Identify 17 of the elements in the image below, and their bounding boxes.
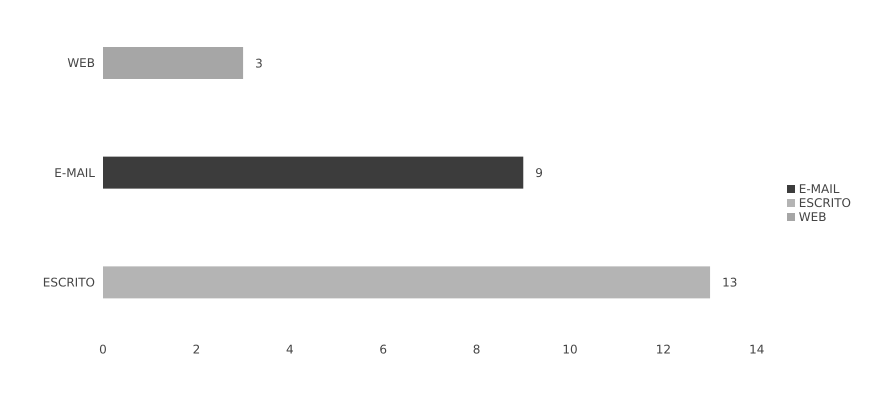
y-tick-label: ESCRITO (42, 275, 95, 290)
x-tick-label: 2 (192, 342, 200, 357)
x-tick-label: 4 (286, 342, 294, 357)
x-tick-label: 10 (562, 342, 578, 357)
y-tick-label: E-MAIL (54, 166, 96, 180)
x-tick-label: 14 (749, 342, 764, 357)
legend-label: ESCRITO (798, 196, 851, 210)
x-tick-label: 6 (379, 342, 388, 357)
x-tick-label: 12 (656, 342, 672, 357)
y-tick-label: WEB (67, 56, 95, 70)
x-tick-label: 8 (472, 342, 480, 357)
data-label: 9 (535, 166, 543, 180)
data-label: 13 (722, 276, 738, 290)
legend-label: E-MAIL (798, 182, 840, 196)
legend-label: WEB (798, 210, 826, 224)
data-label: 3 (255, 56, 263, 70)
x-tick-label: 0 (99, 342, 107, 357)
